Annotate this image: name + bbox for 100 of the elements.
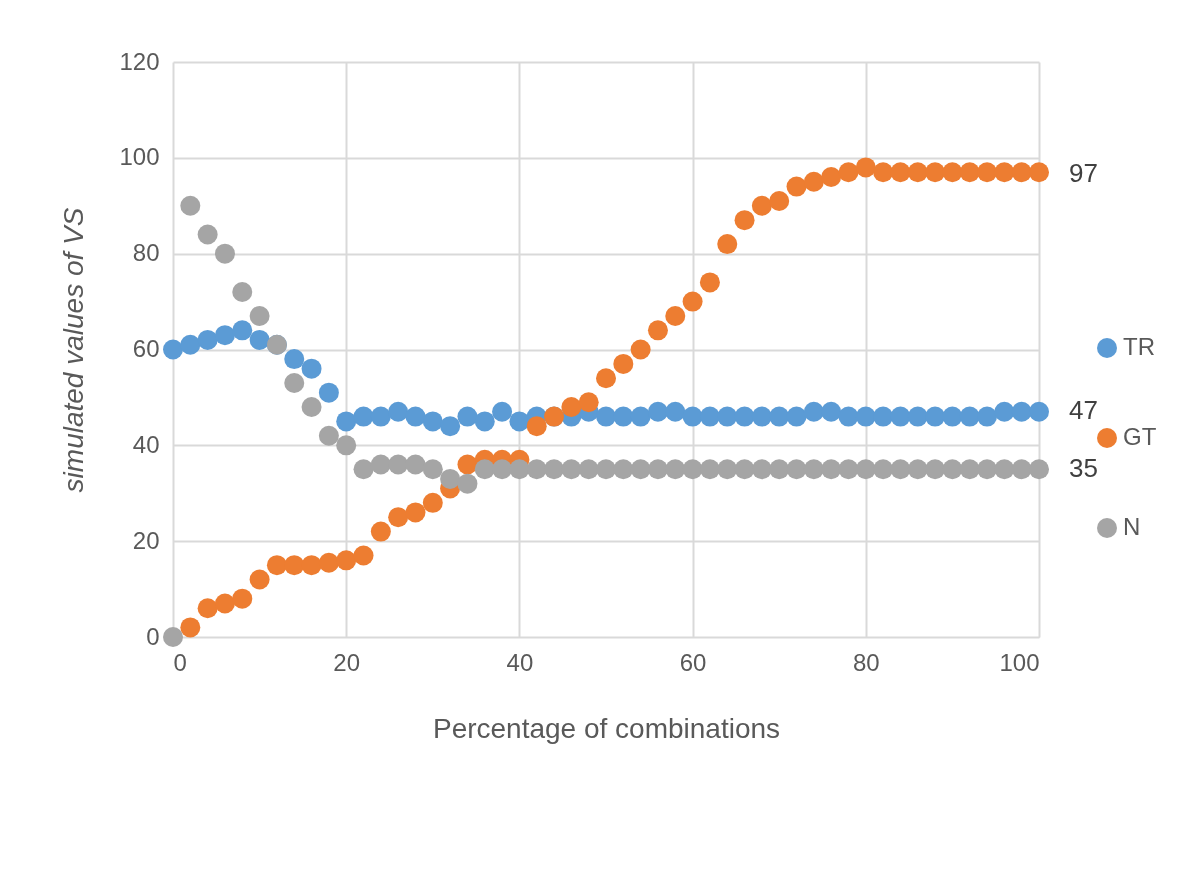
- legend-label: GT: [1123, 423, 1157, 450]
- text: 97: [1069, 158, 1098, 188]
- y-tick-label: 120: [119, 47, 160, 75]
- point: [873, 406, 894, 427]
- point: [388, 454, 409, 475]
- point: [336, 411, 357, 432]
- point: [1011, 162, 1032, 183]
- point: [197, 224, 218, 245]
- point: [890, 162, 911, 183]
- point: [699, 272, 720, 293]
- point: [318, 382, 339, 403]
- point: [457, 406, 478, 427]
- point: [301, 358, 322, 379]
- point: [596, 406, 616, 427]
- point: [734, 210, 755, 231]
- point: [925, 406, 946, 427]
- point: [474, 459, 495, 480]
- point: [942, 459, 963, 480]
- point: [907, 459, 928, 480]
- x-tick-label: 0: [173, 648, 187, 676]
- point: [665, 401, 686, 422]
- point: [769, 190, 790, 211]
- point: [942, 406, 963, 427]
- point: [214, 325, 235, 346]
- point: [388, 401, 409, 422]
- point: [613, 459, 634, 480]
- point: [925, 459, 946, 480]
- point: [214, 593, 235, 614]
- point: [163, 339, 183, 360]
- point: [388, 507, 409, 528]
- point: [630, 459, 651, 480]
- point: [509, 411, 530, 432]
- point: [647, 459, 668, 480]
- point: [699, 459, 720, 480]
- point: [925, 162, 946, 183]
- point: [994, 162, 1015, 183]
- point: [284, 373, 305, 394]
- point: [977, 406, 998, 427]
- point: [821, 401, 842, 422]
- point: [596, 368, 616, 389]
- point: [249, 329, 270, 350]
- point: [717, 406, 738, 427]
- point: [907, 406, 928, 427]
- point: [751, 406, 772, 427]
- x-axis-title: Percentage of combinations: [432, 712, 781, 744]
- point: [682, 459, 703, 480]
- point: [994, 401, 1015, 422]
- point: [422, 459, 443, 480]
- point: [180, 617, 201, 638]
- point: [561, 397, 582, 417]
- point: [318, 425, 339, 446]
- point: [630, 406, 651, 427]
- y-tick-label: 100: [119, 143, 160, 171]
- point: [457, 454, 478, 475]
- point: [1029, 459, 1049, 480]
- point: [786, 176, 807, 197]
- point: [769, 406, 790, 427]
- point: [249, 305, 270, 326]
- point: [405, 406, 426, 427]
- point: [578, 392, 599, 413]
- point: [492, 459, 513, 480]
- point: [232, 320, 253, 341]
- point: [1029, 401, 1049, 422]
- point: [526, 459, 547, 480]
- point: [751, 195, 772, 216]
- point: [994, 459, 1015, 480]
- legend-label: TR: [1123, 333, 1155, 360]
- point: [699, 406, 720, 427]
- point: [266, 555, 287, 576]
- point: [838, 162, 859, 183]
- point: [682, 291, 703, 312]
- point: [890, 459, 911, 480]
- point: [890, 406, 911, 427]
- x-tick-label: 80: [852, 648, 880, 676]
- point: [440, 468, 461, 489]
- point: [734, 459, 755, 480]
- point: [1029, 162, 1049, 183]
- point: [180, 334, 201, 355]
- point: [647, 401, 668, 422]
- point: [734, 406, 755, 427]
- point: [838, 459, 859, 480]
- y-tick-label: 40: [132, 430, 160, 458]
- point: [180, 195, 201, 216]
- point: [959, 459, 980, 480]
- point: [370, 454, 391, 475]
- point: [249, 569, 270, 590]
- point: [163, 627, 183, 647]
- point: [873, 459, 894, 480]
- x-tick-label: 60: [679, 648, 707, 676]
- x-tick-label: 100: [999, 648, 1040, 676]
- point: [301, 555, 322, 576]
- point: [214, 243, 235, 264]
- point: [959, 162, 980, 183]
- point: [509, 459, 530, 480]
- point: [353, 459, 374, 480]
- point: [1011, 459, 1032, 480]
- y-tick-label: 80: [132, 239, 160, 267]
- point: [301, 397, 322, 417]
- y-tick-label: 60: [132, 335, 160, 362]
- point: [440, 416, 461, 437]
